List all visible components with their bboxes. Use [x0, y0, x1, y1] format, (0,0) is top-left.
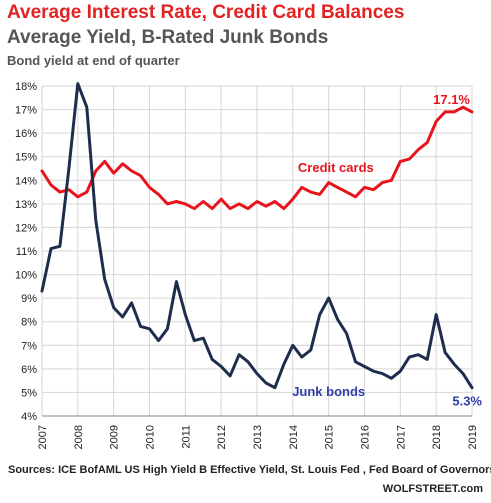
- series-line-credit-cards: [40, 105, 474, 211]
- series-end-label: 5.3%: [452, 394, 482, 409]
- series-name-label: Junk bonds: [292, 384, 365, 399]
- series-end-label: 17.1%: [433, 92, 470, 107]
- series-line-junk-bonds: [40, 82, 474, 390]
- x-tick-label: 2010: [145, 425, 157, 449]
- x-tick-label: 2018: [431, 425, 443, 449]
- x-tick-label: 2012: [216, 425, 228, 449]
- chart-title: Average Interest Rate, Credit Card Balan…: [7, 2, 405, 23]
- y-axis-label: Bond yield at end of quarter: [7, 53, 180, 68]
- x-tick-label: 2015: [324, 425, 336, 449]
- y-tick-label: 15%: [15, 152, 37, 164]
- series-lines: [40, 82, 474, 390]
- x-tick-label: 2017: [395, 425, 407, 449]
- y-tick-label: 12%: [15, 222, 37, 234]
- x-tick-label: 2014: [288, 425, 300, 449]
- y-tick-label: 17%: [15, 105, 37, 117]
- y-tick-label: 18%: [15, 81, 37, 93]
- y-tick-label: 5%: [21, 387, 37, 399]
- x-tick-label: 2009: [109, 425, 121, 449]
- y-tick-label: 14%: [15, 175, 37, 187]
- y-tick-label: 9%: [21, 293, 37, 305]
- x-tick-label: 2016: [360, 425, 372, 449]
- x-tick-label: 2007: [37, 425, 49, 449]
- x-tick-label: 2011: [180, 425, 192, 449]
- y-tick-label: 4%: [21, 411, 37, 423]
- brand-credit: WOLFSTREET.com: [382, 483, 483, 495]
- series-name-label: Credit cards: [298, 160, 374, 175]
- x-tick-label: 2019: [467, 425, 479, 449]
- chart-subtitle: Average Yield, B-Rated Junk Bonds: [7, 27, 329, 48]
- y-tick-label: 16%: [15, 128, 37, 140]
- x-tick-label: 2008: [73, 425, 85, 449]
- source-note: Sources: ICE BofAML US High Yield B Effe…: [8, 464, 491, 476]
- y-tick-label: 11%: [16, 246, 37, 258]
- y-tick-label: 8%: [21, 317, 37, 329]
- y-tick-label: 13%: [15, 199, 37, 211]
- x-ticks: 2007 2008 2009 2010 2011 2012 2013 2014 2015 2016…: [37, 425, 479, 449]
- y-tick-label: 10%: [15, 270, 37, 282]
- x-tick-label: 2013: [252, 425, 264, 449]
- y-ticks: 4% 5% 6% 7% 8% 9% 10% 11% 12% 13% 14% 15% 16% 17% 18%: [15, 81, 37, 423]
- grid: [41, 85, 473, 417]
- series-labels: Credit cards 17.1% Junk bonds 5.3%: [292, 92, 482, 409]
- y-tick-label: 7%: [21, 340, 37, 352]
- y-tick-label: 6%: [21, 364, 37, 376]
